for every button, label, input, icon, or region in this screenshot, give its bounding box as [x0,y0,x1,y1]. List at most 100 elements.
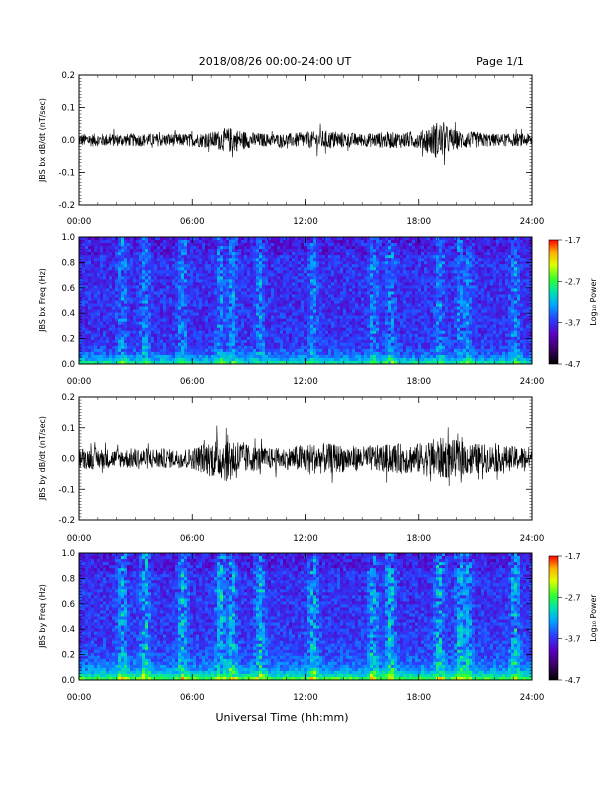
spectrogram-cell [232,279,236,283]
spectrogram-cell [400,315,404,320]
spectrogram-cell [358,306,362,310]
spectrogram-cell [412,324,416,329]
spectrogram-cell [313,312,317,317]
spectrogram-cell [94,351,98,356]
spectrogram-cell [178,243,182,247]
spectrogram-cell [235,285,239,289]
spectrogram-cell [226,285,230,289]
spectrogram-cell [289,291,293,295]
spectrogram-cell [415,357,419,362]
spectrogram-cell [394,288,398,292]
spectrogram-cell [154,351,158,356]
spectrogram-cell [211,330,215,335]
spectrogram-cell [190,300,194,304]
spectrogram-cell [274,297,278,301]
spectrogram-cell [181,243,185,247]
spectrogram-cell [184,315,188,320]
spectrogram-cell [166,327,170,332]
spectrogram-cell [334,279,338,283]
spectrogram-cell [97,324,101,329]
spectrogram-cell [277,312,281,317]
spectrogram-cell [337,354,341,359]
spectrogram-cell [421,330,425,335]
spectrogram-cell [316,300,320,304]
spectrogram-cell [262,354,266,359]
spectrogram-cell [271,312,275,317]
spectrogram-cell [373,315,377,320]
spectrogram-cell [421,261,425,265]
spectrogram-cell [307,300,311,304]
spectrogram-cell [151,306,155,310]
spectrogram-cell [346,303,350,307]
spectrogram-cell [277,360,281,365]
spectrogram-cell [97,294,101,298]
spectrogram-cell [211,291,215,295]
spectrogram-cell [94,249,98,253]
spectrogram-cell [274,324,278,329]
spectrogram-cell [130,300,134,304]
spectrogram-cell [157,285,161,289]
spectrogram-cell [376,321,380,326]
spectrogram-cell [118,276,122,280]
spectrogram-cell [223,336,227,341]
spectrogram-cell [391,327,395,332]
spectrogram-cell [328,327,332,332]
spectrogram-cell [265,288,269,292]
spectrogram-cell [340,261,344,265]
spectrogram-cell [328,336,332,341]
spectrogram-cell [112,237,116,241]
spectrogram-cell [271,360,275,365]
spectrogram-cell [280,330,284,335]
spectrogram-cell [295,360,299,365]
spectrogram-cell [274,306,278,310]
spectrogram-cell [418,348,422,353]
spectrogram-cell [244,309,248,313]
spectrogram-cell [373,240,377,244]
spectrogram-cell [136,267,140,271]
spectrogram-cell [274,264,278,268]
spectrogram-cell [181,276,185,280]
spectrogram-cell [358,303,362,307]
spectrogram-cell [118,318,122,323]
spectrogram-cell [301,321,305,326]
spectrogram-cell [112,276,116,280]
spectrogram-cell [145,267,149,271]
spectrogram-cell [385,309,389,313]
spectrogram-cell [97,327,101,332]
spectrogram-cell [304,261,308,265]
spectrogram-cell [253,252,257,256]
spectrogram-cell [421,252,425,256]
spectrogram-cell [205,291,209,295]
spectrogram-cell [331,357,335,362]
spectrogram-cell [82,258,86,262]
spectrogram-cell [334,312,338,317]
spectrogram-cell [121,300,125,304]
spectrogram-cell [259,309,263,313]
spectrogram-cell [418,321,422,326]
spectrogram-cell [151,342,155,347]
spectrogram-cell [169,249,173,253]
spectrogram-cell [94,243,98,247]
spectrogram-cell [160,327,164,332]
spectrogram-cell [235,342,239,347]
spectrogram-cell [103,270,107,274]
spectrogram-cell [211,249,215,253]
spectrogram-cell [208,333,212,338]
spectrogram-cell [199,342,203,347]
spectrogram-cell [328,360,332,365]
spectrogram-cell [175,282,179,286]
spectrogram-cell [136,345,140,350]
spectrogram-cell [154,285,158,289]
spectrogram-cell [118,252,122,256]
spectrogram-cell [271,297,275,301]
spectrogram-cell [382,327,386,332]
spectrogram-cell [118,249,122,253]
spectrogram-cell [187,282,191,286]
spectrogram-cell [97,333,101,338]
spectrogram-cell [109,324,113,329]
spectrogram-cell [88,237,92,241]
spectrogram-cell [121,249,125,253]
spectrogram-cell [349,351,353,356]
spectrogram-cell [133,324,137,329]
spectrogram-cell [238,285,242,289]
